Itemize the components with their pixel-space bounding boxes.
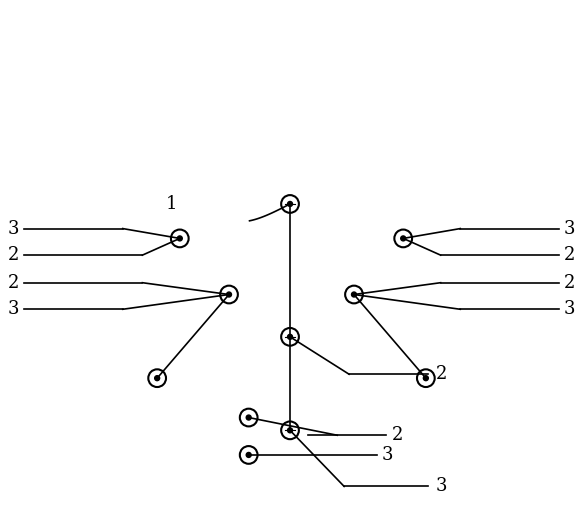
Text: 2: 2 [8,246,19,264]
Text: 1: 1 [166,195,177,213]
Circle shape [154,376,160,381]
Circle shape [352,292,356,297]
Circle shape [287,202,293,206]
Text: 2: 2 [436,365,447,383]
Circle shape [423,376,429,381]
Text: 3: 3 [8,300,19,318]
Circle shape [246,452,251,457]
Text: 2: 2 [564,274,575,291]
Circle shape [177,236,182,241]
Text: 3: 3 [564,220,575,238]
Circle shape [287,334,293,340]
Text: 2: 2 [391,426,403,444]
Text: 3: 3 [564,300,575,318]
Text: 3: 3 [436,477,447,495]
Text: 3: 3 [381,446,393,464]
Text: 2: 2 [564,246,575,264]
Circle shape [401,236,406,241]
Circle shape [227,292,231,297]
Text: 3: 3 [8,220,19,238]
Circle shape [287,428,293,433]
Circle shape [246,415,251,420]
Text: 2: 2 [8,274,19,291]
